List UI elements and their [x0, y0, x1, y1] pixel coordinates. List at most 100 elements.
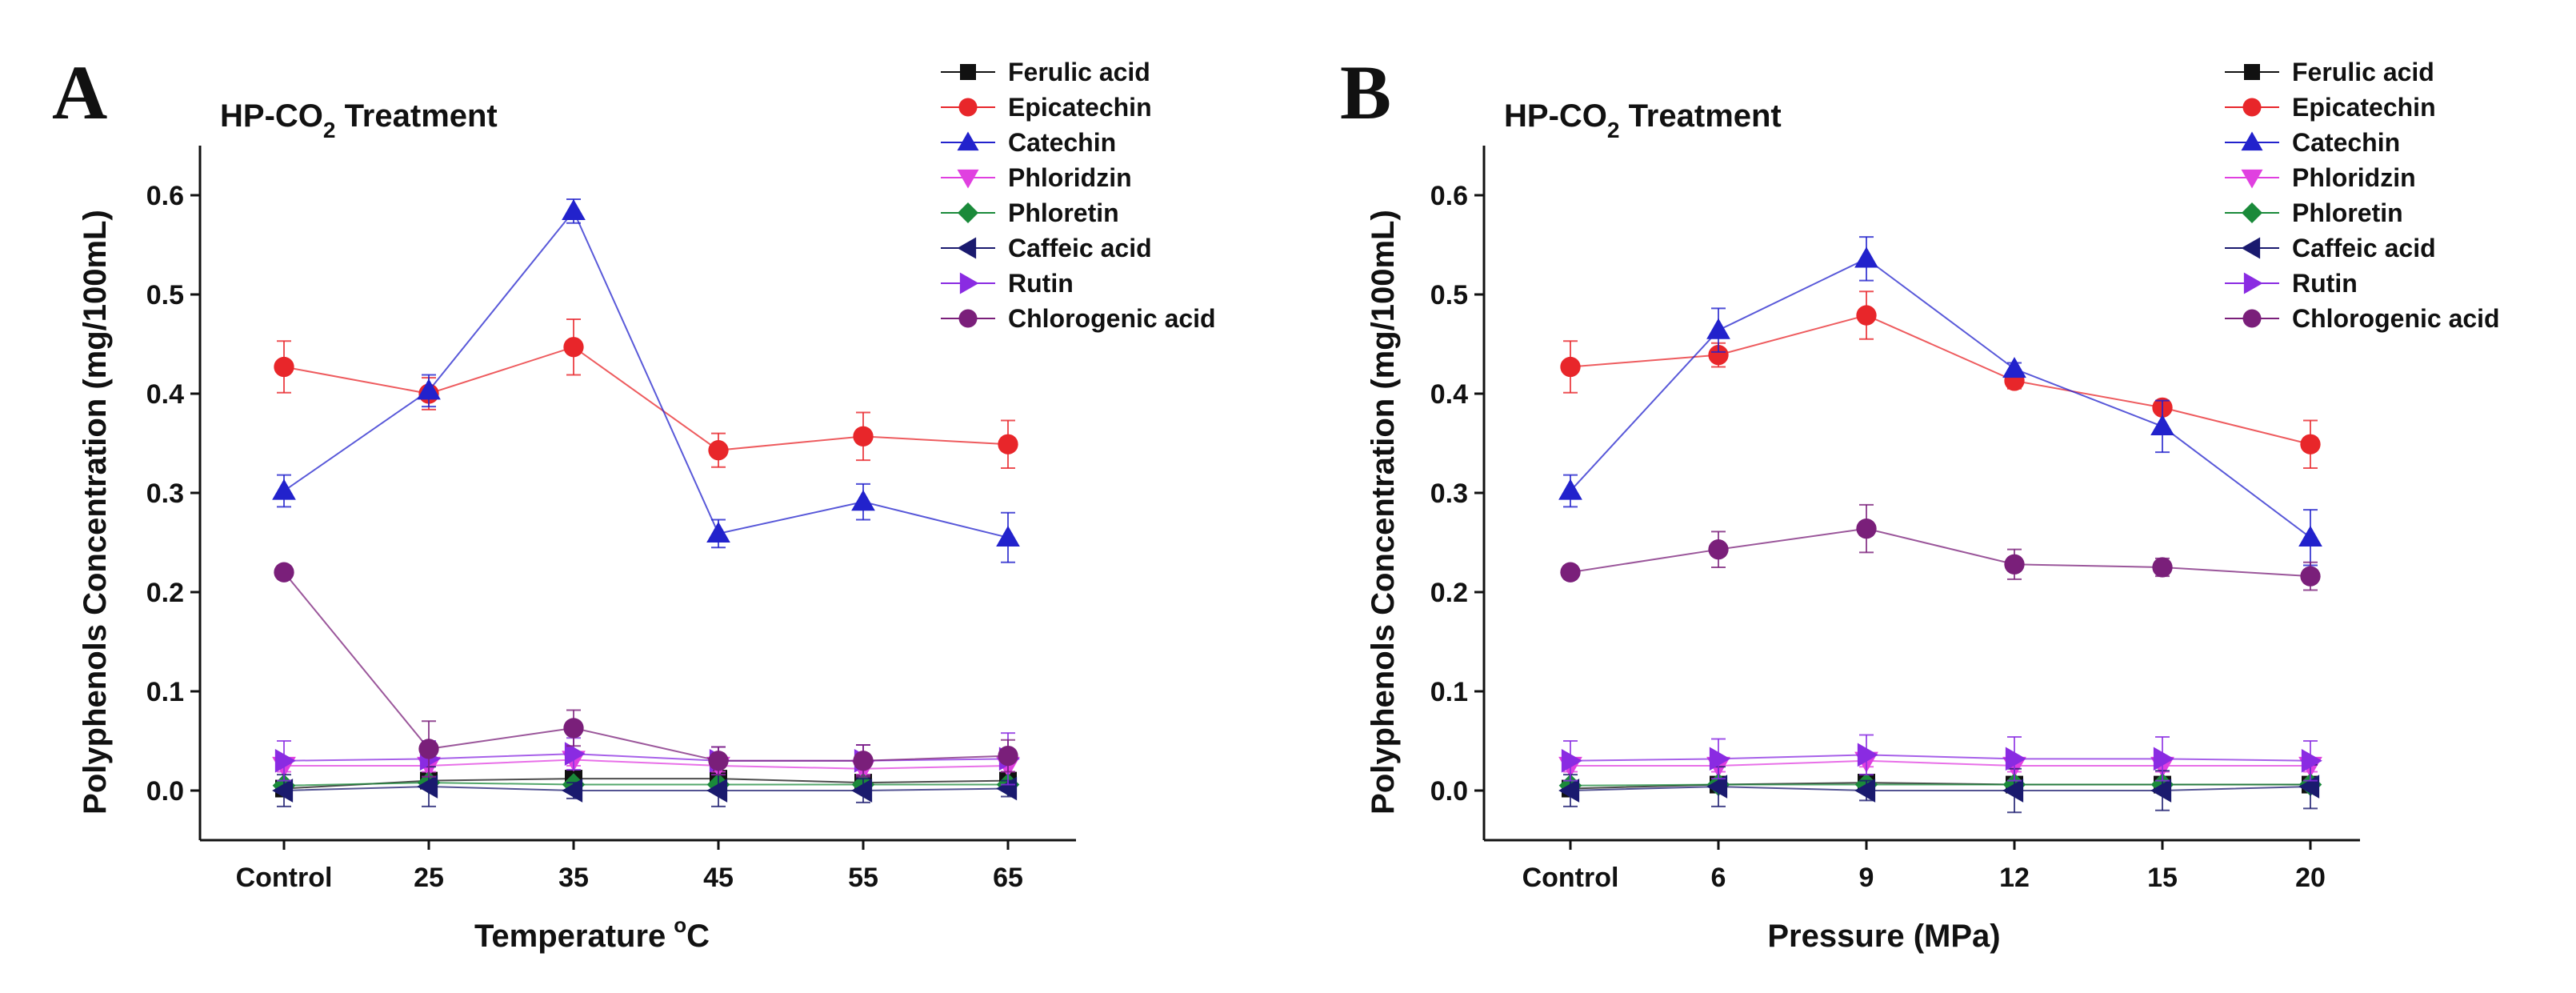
- panel-b-legend-marker-rutin: [2243, 272, 2263, 294]
- panel-a-legend-item-caffeic-acid: Caffeic acid: [941, 234, 1152, 262]
- panel-a-point-chlorogenic-acid: [708, 751, 729, 771]
- panel-a-point-caffeic-acid: [562, 779, 583, 803]
- panel-a-point-chlorogenic-acid: [563, 718, 584, 739]
- panel-a-series-line-catechin: [283, 209, 1009, 539]
- panel-a-point-epicatechin: [274, 356, 294, 378]
- panel-b-legend-marker-phloridzin: [2241, 169, 2263, 189]
- panel-b-x-axis-label: Pressure (MPa): [1767, 919, 2000, 954]
- panel-b-x-axis-label-text: Pressure (MPa): [1767, 919, 2000, 954]
- panel-a-x-axis-label-text: Temperature: [474, 919, 666, 954]
- panel-a-point-chlorogenic-acid: [418, 739, 439, 759]
- panel-b-point-catechin: [2002, 357, 2026, 378]
- panel-a-point-catechin: [851, 490, 875, 511]
- panel-a-x-tick-label: 35: [558, 863, 589, 893]
- panel-a-legend-item-catechin: Catechin: [941, 128, 1116, 157]
- panel-a-point-chlorogenic-acid: [853, 751, 874, 771]
- panel-a-point-chlorogenic-acid: [274, 562, 294, 583]
- panel-a-point-catechin: [706, 521, 730, 543]
- panel-a-point-catechin: [417, 378, 441, 400]
- panel-a-y-tick-label: 0.5: [146, 280, 184, 310]
- panel-a-legend-marker-phloretin: [958, 202, 978, 223]
- panel-b-legend-label-chlorogenic-acid: Chlorogenic acid: [2292, 304, 2500, 333]
- panel-b-point-chlorogenic-acid: [2300, 566, 2321, 587]
- panel-b-title: HP-CO2 Treatment: [1504, 98, 1782, 142]
- panel-b-y-tick-label: 0.6: [1430, 181, 1468, 211]
- panel-b-legend-marker-epicatechin: [2242, 98, 2262, 117]
- panel-a-legend-item-rutin: Rutin: [941, 269, 1074, 298]
- panel-a-series-line-chlorogenic-acid: [283, 571, 1009, 762]
- panel-a-y-tick-label: 0.6: [146, 181, 184, 211]
- panel-a-legend-marker-caffeic-acid: [957, 237, 977, 259]
- panel-b-series-line-phloretin: [1570, 783, 2310, 787]
- panel-b: B HP-CO2 Treatment 0.0 0.1 0.2 0.3 0.4 0.5 0.6…: [1340, 50, 2500, 954]
- panel-b-plot-area: 0.0 0.1 0.2 0.3 0.4 0.5 0.6 Control 6 9 12 15 20: [1430, 146, 2360, 893]
- panel-a-legend-marker-rutin: [959, 272, 979, 294]
- panel-b-title-suffix: Treatment: [1619, 98, 1781, 134]
- panel-b-point-chlorogenic-acid: [1560, 562, 1581, 583]
- panel-b-letter: B: [1340, 50, 1391, 135]
- panel-b-point-caffeic-acid: [1854, 779, 1876, 803]
- panel-b-point-chlorogenic-acid: [1856, 518, 1877, 539]
- panel-b-x-tick-label: 12: [1999, 863, 2030, 893]
- panel-b-x-tick-label: 15: [2147, 863, 2178, 893]
- panel-a-y-tick-label: 0.0: [146, 776, 184, 807]
- panel-b-title-subscript: 2: [1607, 118, 1620, 142]
- panel-b-legend-item-ferulic-acid: Ferulic acid: [2225, 58, 2434, 86]
- panel-a-point-catechin: [562, 198, 586, 220]
- panel-b-point-caffeic-acid: [2150, 779, 2172, 803]
- panel-b-legend-marker-chlorogenic-acid: [2242, 309, 2262, 328]
- panel-a-title-suffix: Treatment: [335, 98, 497, 134]
- panel-a-x-tick-label: Control: [236, 863, 333, 893]
- panel-b-point-epicatechin: [1708, 344, 1729, 366]
- panel-b-legend: Ferulic acid Epicatechin Catechin Phloridzi…: [2225, 58, 2500, 333]
- panel-b-y-tick-label: 0.1: [1430, 677, 1468, 707]
- panel-b-legend-item-chlorogenic-acid: Chlorogenic acid: [2225, 304, 2500, 333]
- panel-a-legend-item-epicatechin: Epicatechin: [941, 93, 1152, 122]
- panel-b-legend-label-epicatechin: Epicatechin: [2292, 93, 2436, 122]
- panel-a-legend-label-phloridzin: Phloridzin: [1008, 163, 1132, 192]
- panel-a-legend-label-ferulic-acid: Ferulic acid: [1008, 58, 1150, 86]
- panel-b-y-tick-label: 0.5: [1430, 280, 1468, 310]
- panel-a-x-tick-label: 25: [414, 863, 444, 893]
- panel-a-plot-area: 0.0 0.1 0.2 0.3 0.4 0.5 0.6 Control 25 35 45 55 65: [146, 146, 1076, 893]
- panel-a-point-caffeic-acid: [417, 775, 438, 799]
- panel-a-letter: A: [52, 50, 107, 135]
- panel-a-legend-label-rutin: Rutin: [1008, 269, 1074, 298]
- panel-b-x-tick-label: 6: [1711, 863, 1726, 893]
- panel-b-series-rutin: [1561, 734, 2322, 782]
- panel-a-point-catechin: [272, 478, 296, 500]
- panel-b-legend-label-rutin: Rutin: [2292, 269, 2358, 298]
- panel-a: A HP-CO2 Treatment 0.0 0.1 0.2 0.3 0.4 0.5 0.6…: [52, 50, 1216, 954]
- panel-a-y-tick-label: 0.2: [146, 578, 184, 608]
- panel-a-legend-label-caffeic-acid: Caffeic acid: [1008, 234, 1152, 262]
- panel-a-legend-label-catechin: Catechin: [1008, 128, 1116, 157]
- panel-b-point-catechin: [1558, 478, 1582, 500]
- panel-a-x-tick-label: 55: [848, 863, 878, 893]
- panel-b-point-rutin: [1857, 743, 1878, 767]
- panel-b-legend-label-phloretin: Phloretin: [2292, 198, 2403, 227]
- panel-a-point-epicatechin: [708, 440, 729, 461]
- panel-a-title-main: HP-CO: [220, 98, 323, 134]
- panel-a-point-caffeic-acid: [996, 776, 1018, 801]
- panel-a-legend-item-phloretin: Phloretin: [941, 198, 1119, 227]
- panel-a-legend-item-chlorogenic-acid: Chlorogenic acid: [941, 304, 1216, 333]
- panel-a-series-line-epicatechin: [283, 346, 1009, 451]
- panel-b-x-tick-label: Control: [1522, 863, 1619, 893]
- panel-b-legend-item-phloretin: Phloretin: [2225, 198, 2403, 227]
- panel-a-legend-marker-ferulic-acid: [960, 64, 976, 80]
- panel-b-point-chlorogenic-acid: [2004, 554, 2025, 575]
- panel-b-series-line-phloridzin: [1570, 759, 2310, 767]
- panel-b-point-caffeic-acid: [1706, 775, 1728, 799]
- panel-a-legend-label-phloretin: Phloretin: [1008, 198, 1119, 227]
- panel-b-point-rutin: [2301, 748, 2322, 773]
- panel-a-legend-marker-phloridzin: [957, 169, 979, 189]
- panel-a-y-tick-label: 0.4: [146, 379, 184, 410]
- panel-a-x-tick-label: 45: [703, 863, 734, 893]
- panel-b-y-tick-label: 0.3: [1430, 478, 1468, 509]
- panel-b-legend-marker-caffeic-acid: [2241, 237, 2261, 259]
- panel-b-point-caffeic-acid: [2002, 779, 2024, 803]
- panel-a-legend-label-chlorogenic-acid: Chlorogenic acid: [1008, 304, 1216, 333]
- panel-a-point-epicatechin: [998, 434, 1018, 454]
- panel-b-legend-item-rutin: Rutin: [2225, 269, 2358, 298]
